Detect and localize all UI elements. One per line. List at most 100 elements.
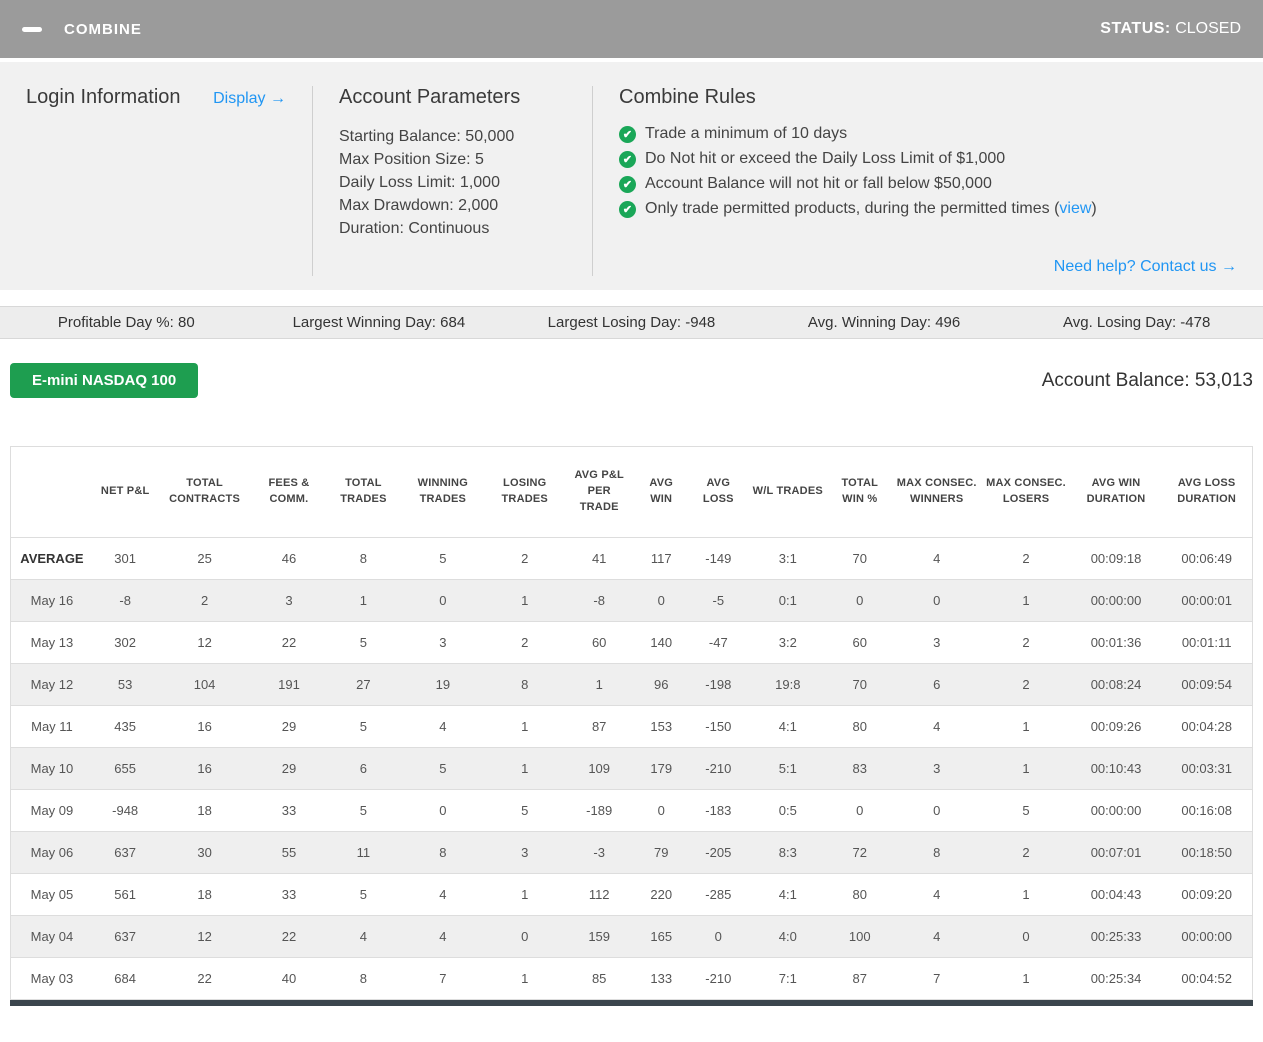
column-header: AVG WIN xyxy=(633,447,689,537)
table-cell: 0 xyxy=(439,802,447,818)
row-label: May 03 xyxy=(30,970,74,986)
check-circle-icon: ✔ xyxy=(619,125,636,143)
table-cell: 70 xyxy=(852,550,867,566)
table-cell: 7 xyxy=(933,970,941,986)
rule-item: ✔ Account Balance will not hit or fall b… xyxy=(619,175,1237,193)
table-cell: 6 xyxy=(933,676,941,692)
table-cell: 159 xyxy=(588,928,611,944)
rule-item: ✔ Trade a minimum of 10 days xyxy=(619,125,1237,143)
table-cell: 96 xyxy=(653,676,669,692)
table-cell: 0 xyxy=(657,592,665,608)
row-label: May 12 xyxy=(30,676,74,692)
table-cell: 1 xyxy=(521,718,529,734)
table-cell: -8 xyxy=(119,592,131,608)
table-cell: -150 xyxy=(705,718,732,734)
check-circle-icon: ✔ xyxy=(619,150,636,168)
table-cell: 4 xyxy=(933,886,941,902)
row-label: May 05 xyxy=(30,886,74,902)
table-cell: 153 xyxy=(650,718,673,734)
table-cell: -210 xyxy=(705,970,732,986)
table-row: May 09 -948 18 33 5 0 5 -189 0 -183 0:5 0 0 5 00:00:00… xyxy=(11,789,1252,831)
table-cell: 22 xyxy=(281,928,297,944)
contact-us-link[interactable]: Need help? Contact us → xyxy=(1053,258,1237,275)
column-header: TOTAL TRADES xyxy=(326,447,401,537)
table-cell: -198 xyxy=(705,676,732,692)
table-cell: 5 xyxy=(439,550,447,566)
rule-text-prefix: Only trade permitted products, during th… xyxy=(645,200,1060,217)
table-cell: 00:18:50 xyxy=(1181,844,1232,860)
table-cell: 1 xyxy=(1022,886,1030,902)
results-table-body: AVERAGE 301 25 46 8 5 2 41 117 -149 3:1 70 4 2 00:09:1… xyxy=(11,537,1252,999)
table-cell: 5 xyxy=(521,802,529,818)
daily-stats-bar: Profitable Day %: 80 Largest Winning Day… xyxy=(0,306,1263,339)
login-information-title: Login Information xyxy=(26,86,181,108)
info-panel: Login Information Display → Account Para… xyxy=(0,62,1263,290)
table-cell: 00:09:20 xyxy=(1181,886,1232,902)
row-label: May 09 xyxy=(30,802,74,818)
table-cell: 19:8 xyxy=(775,676,801,692)
table-cell: 16 xyxy=(197,760,212,776)
table-cell: 3 xyxy=(439,634,447,650)
table-cell: 00:16:08 xyxy=(1181,802,1232,818)
table-cell: 00:09:18 xyxy=(1090,550,1142,566)
table-cell: 3:1 xyxy=(778,550,797,566)
table-cell: 179 xyxy=(650,760,673,776)
column-header: TOTAL WIN % xyxy=(827,447,893,537)
table-cell: -47 xyxy=(708,634,728,650)
table-cell: 0 xyxy=(439,592,447,608)
table-cell: 0 xyxy=(657,802,665,818)
table-cell: 00:07:01 xyxy=(1090,844,1142,860)
largest-winning-day-stat: Largest Winning Day: 684 xyxy=(292,314,466,331)
table-cell: 1 xyxy=(521,592,529,608)
table-row: May 05 561 18 33 5 4 1 112 220 -285 4:1 80 4 1 00:04:4… xyxy=(11,873,1252,915)
table-cell: 2 xyxy=(521,550,529,566)
table-cell: 11 xyxy=(356,844,371,860)
table-row: May 13 302 12 22 5 3 2 60 140 -47 3:2 60 3 2 00:01:36 0… xyxy=(11,621,1252,663)
table-cell: 684 xyxy=(114,970,136,986)
table-cell: 4:0 xyxy=(778,928,797,944)
rule-text: Only trade permitted products, during th… xyxy=(645,200,1097,218)
table-cell: 00:00:00 xyxy=(1090,802,1142,818)
column-header: WINNING TRADES xyxy=(400,447,486,537)
column-header: AVG LOSS xyxy=(688,447,749,537)
table-cell: 2 xyxy=(1022,844,1030,860)
table-cell: 19 xyxy=(435,676,451,692)
table-cell: 00:09:54 xyxy=(1181,676,1232,692)
table-cell: 33 xyxy=(281,886,297,902)
results-table: NET P&L TOTAL CONTRACTS FEES & COMM. TOTAL … xyxy=(11,447,1252,999)
table-cell: 5 xyxy=(359,634,368,650)
minimize-icon[interactable] xyxy=(22,26,42,32)
table-cell: 5 xyxy=(359,802,368,818)
table-cell: 1 xyxy=(1022,970,1030,986)
table-cell: 00:04:28 xyxy=(1181,718,1232,734)
table-cell: 4 xyxy=(439,886,447,902)
table-cell: 8 xyxy=(359,970,368,986)
table-cell: 33 xyxy=(281,802,297,818)
table-cell: 8 xyxy=(933,844,941,860)
table-cell: 1 xyxy=(595,676,603,692)
row-label: May 13 xyxy=(30,634,74,650)
table-cell: 302 xyxy=(114,634,136,650)
table-cell: 4:1 xyxy=(778,718,797,734)
table-cell: 2 xyxy=(1022,550,1030,566)
view-link[interactable]: view xyxy=(1059,200,1092,217)
table-cell: 112 xyxy=(588,886,610,902)
table-cell: -210 xyxy=(705,760,732,776)
results-table-container: NET P&L TOTAL CONTRACTS FEES & COMM. TOTAL … xyxy=(10,446,1253,1000)
display-link[interactable]: Display → xyxy=(213,90,286,107)
table-cell: -5 xyxy=(712,592,725,608)
table-cell: 16 xyxy=(197,718,212,734)
table-cell: 435 xyxy=(114,718,136,734)
check-circle-icon: ✔ xyxy=(619,175,636,193)
table-cell: 637 xyxy=(114,928,136,944)
table-cell: 00:01:36 xyxy=(1090,634,1142,650)
table-cell: 100 xyxy=(848,928,871,944)
table-cell: 0:5 xyxy=(778,802,797,818)
footer-strip xyxy=(10,1000,1253,1006)
table-cell: 3 xyxy=(933,760,941,776)
combine-rules-title: Combine Rules xyxy=(619,86,756,108)
row-label: May 10 xyxy=(30,760,74,776)
table-cell: 5 xyxy=(439,760,447,776)
product-tab-emini-nasdaq-100[interactable]: E-mini NASDAQ 100 xyxy=(10,363,199,398)
column-header: AVG LOSS DURATION xyxy=(1161,447,1252,537)
